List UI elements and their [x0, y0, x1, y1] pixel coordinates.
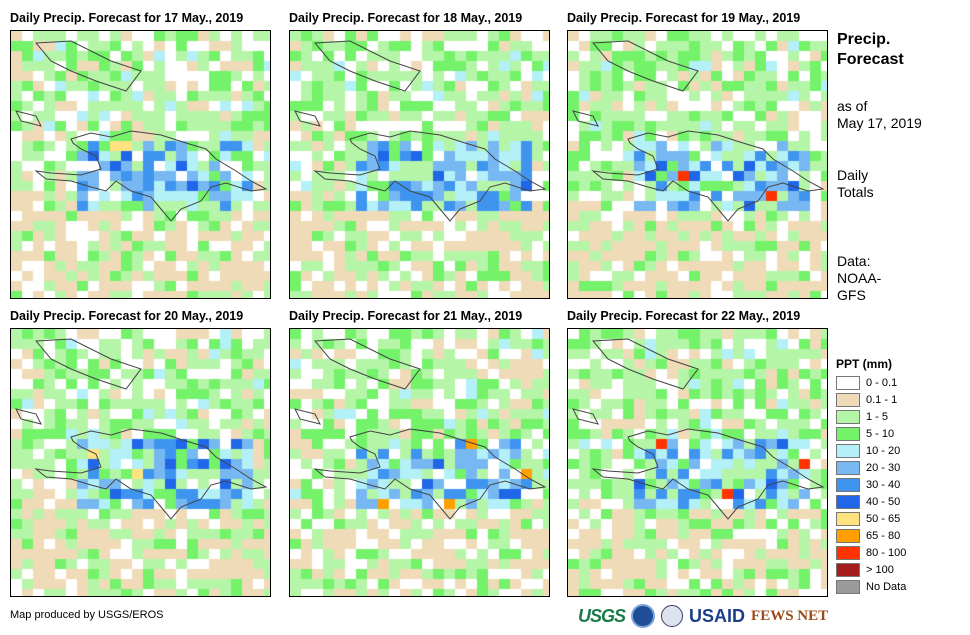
legend-label: 80 - 100 [866, 546, 907, 559]
coastline-outline [294, 40, 547, 222]
legend-label: 0.1 - 1 [866, 393, 898, 406]
forecast-map-2 [289, 30, 550, 299]
coastline-outline [294, 338, 547, 520]
legend-label: > 100 [866, 563, 894, 576]
forecast-map-3 [567, 30, 828, 299]
legend-item: 20 - 30 [836, 459, 906, 476]
map-credit: Map produced by USGS/EROS [10, 609, 164, 621]
legend-label: 30 - 40 [866, 478, 901, 491]
legend-item: 0 - 0.1 [836, 374, 906, 391]
legend-item: 10 - 20 [836, 442, 906, 459]
legend-swatch [836, 579, 860, 594]
coastline-outline [15, 40, 268, 222]
forecast-map-4 [10, 328, 271, 597]
legend: PPT (mm) 0 - 0.1 0.1 - 1 1 - 5 5 - 10 10 - 2… [836, 357, 906, 595]
legend-swatch [836, 562, 860, 577]
legend-item: 50 - 65 [836, 510, 906, 527]
legend-item: 30 - 40 [836, 476, 906, 493]
legend-item: No Data [836, 578, 906, 595]
legend-title: PPT (mm) [836, 357, 893, 371]
legend-label: No Data [866, 580, 907, 593]
legend-swatch [836, 494, 860, 509]
legend-swatch [836, 528, 860, 543]
forecast-map-1 [10, 30, 271, 299]
legend-item: 5 - 10 [836, 425, 906, 442]
legend-swatch [836, 511, 860, 526]
legend-label: 0 - 0.1 [866, 376, 898, 389]
legend-swatch [836, 460, 860, 475]
daily-totals-label: Daily Totals [837, 167, 874, 200]
noaa-logo [631, 604, 656, 628]
legend-item: 80 - 100 [836, 544, 906, 561]
legend-item: 65 - 80 [836, 527, 906, 544]
as-of-date: as of May 17, 2019 [837, 98, 922, 131]
coastline-outline [572, 40, 825, 222]
usaid-seal-logo [661, 605, 684, 627]
legend-item: > 100 [836, 561, 906, 578]
forecast-map-5 [289, 328, 550, 597]
legend-label: 5 - 10 [866, 427, 895, 440]
panel-title: Daily Precip. Forecast for 22 May., 2019 [567, 309, 801, 323]
panel-title: Daily Precip. Forecast for 20 May., 2019 [10, 309, 244, 323]
data-source: Data: NOAA- GFS [837, 253, 882, 303]
panel-title: Daily Precip. Forecast for 18 May., 2019 [289, 11, 523, 25]
logos: USGS USAID FEWS NET [578, 604, 828, 628]
legend-label: 20 - 30 [866, 461, 901, 474]
side-title: Precip. Forecast [837, 31, 904, 68]
legend-label: 50 - 65 [866, 512, 901, 525]
usgs-logo: USGS [578, 605, 626, 626]
legend-swatch [836, 392, 860, 407]
legend-label: 40 - 50 [866, 495, 901, 508]
coastline-outline [15, 338, 268, 520]
forecast-map-6 [567, 328, 828, 597]
legend-swatch [836, 426, 860, 441]
panel-title: Daily Precip. Forecast for 17 May., 2019 [10, 11, 244, 25]
legend-swatch [836, 443, 860, 458]
legend-swatch [836, 409, 860, 424]
coastline-outline [572, 338, 825, 520]
legend-label: 65 - 80 [866, 529, 901, 542]
legend-item: 40 - 50 [836, 493, 906, 510]
legend-label: 1 - 5 [866, 410, 889, 423]
legend-label: 10 - 20 [866, 444, 901, 457]
legend-swatch [836, 545, 860, 560]
legend-swatch [836, 477, 860, 492]
legend-item: 1 - 5 [836, 408, 906, 425]
usaid-logo: USAID [689, 605, 746, 626]
panel-title: Daily Precip. Forecast for 19 May., 2019 [567, 11, 801, 25]
panel-title: Daily Precip. Forecast for 21 May., 2019 [289, 309, 523, 323]
fews-net-logo: FEWS NET [751, 607, 829, 624]
legend-swatch [836, 375, 860, 390]
legend-item: 0.1 - 1 [836, 391, 906, 408]
